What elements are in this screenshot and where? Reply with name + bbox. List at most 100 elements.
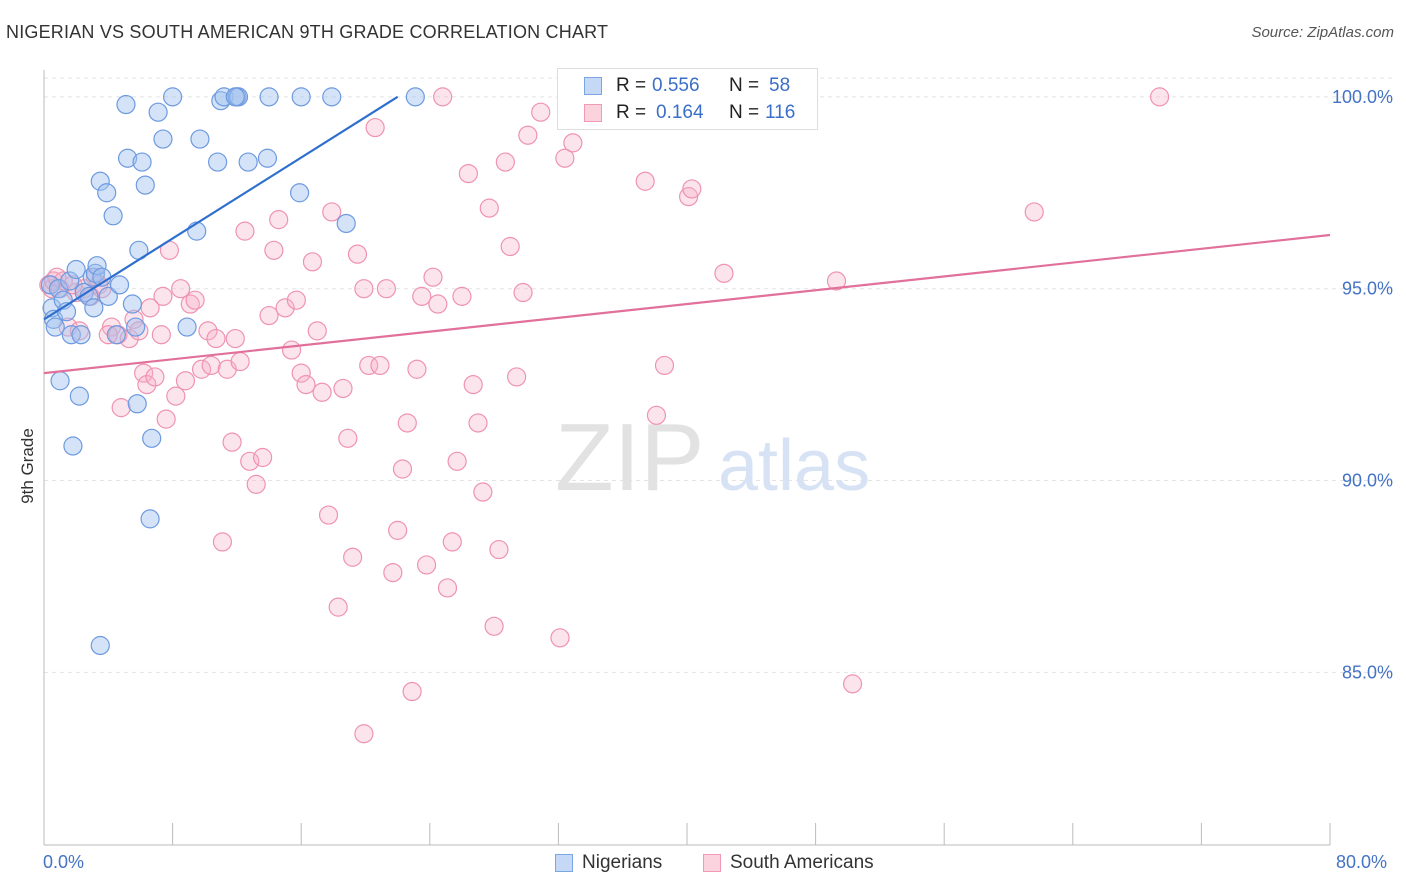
- south-americans-point: [134, 363, 154, 383]
- nigerians-trend-line: [43, 95, 399, 321]
- south-americans-point: [518, 125, 538, 145]
- nigerians-point: [45, 317, 65, 337]
- source-label: Source: ZipAtlas.com: [1251, 24, 1394, 41]
- nigerians-point: [132, 152, 152, 172]
- south-americans-point: [296, 375, 316, 395]
- south-americans-point: [137, 375, 157, 395]
- south-americans-point: [222, 432, 242, 452]
- legend-label-south-americans: South Americans: [730, 852, 874, 873]
- nigerians-point: [103, 206, 123, 226]
- south-americans-point: [206, 328, 226, 349]
- nigerians-point: [238, 152, 258, 172]
- south-americans-point: [153, 286, 173, 306]
- nigerians-point: [148, 102, 168, 122]
- nigerians-point: [405, 87, 425, 107]
- nigerians-point: [117, 148, 138, 168]
- south-americans-trend-line: [43, 233, 1331, 375]
- south-americans-point: [302, 252, 323, 272]
- south-americans-point: [111, 398, 131, 418]
- south-americans-point: [359, 355, 379, 376]
- south-americans-point: [447, 451, 467, 471]
- south-americans-point: [484, 616, 504, 636]
- legend-n-label: N =: [729, 75, 760, 96]
- nigerians-point: [71, 325, 91, 345]
- x-tick-label-max: 80.0%: [1336, 852, 1388, 872]
- legend-item-nigerians[interactable]: Nigerians: [555, 852, 662, 874]
- nigerians-point: [126, 317, 146, 337]
- south-americans-point: [119, 328, 139, 349]
- nigerians-point: [322, 87, 342, 107]
- south-americans-point: [281, 340, 302, 360]
- south-americans-point: [322, 202, 342, 222]
- y-tick-label: 90.0%: [1342, 471, 1393, 491]
- legend-r-label: R =: [616, 75, 647, 96]
- nigerians-point: [140, 509, 160, 529]
- south-americans-point: [246, 474, 266, 494]
- south-americans-point: [354, 279, 374, 299]
- stats-legend: R = 0.556 N = 58 R = 0.164 N = 116: [557, 68, 818, 130]
- south-americans-point: [635, 171, 655, 191]
- south-americans-point: [240, 451, 260, 471]
- south-americans-point: [550, 628, 570, 648]
- y-tick-label: 85.0%: [1342, 662, 1393, 682]
- nigerians-point: [142, 428, 162, 448]
- south-americans-point: [531, 102, 551, 122]
- legend-label-nigerians: Nigerians: [582, 852, 663, 873]
- south-americans-point: [500, 236, 520, 257]
- south-americans-point: [479, 198, 499, 218]
- nigerians-point: [135, 175, 155, 195]
- nigerians-point: [190, 129, 210, 149]
- legend-n-value-nigerians: 58: [769, 75, 791, 96]
- south-americans-point: [383, 562, 403, 583]
- south-americans-point: [286, 290, 306, 310]
- south-americans-point: [328, 597, 348, 617]
- south-americans-point: [397, 413, 417, 433]
- south-americans-point: [452, 286, 472, 306]
- south-americans-point: [682, 179, 702, 199]
- south-americans-point: [259, 305, 279, 326]
- nigerians-point: [66, 259, 86, 280]
- south-americans-point: [291, 363, 311, 383]
- south-americans-point: [318, 505, 339, 525]
- nigerians-points: [40, 87, 425, 656]
- south-americans-point: [191, 359, 212, 379]
- south-americans-point: [198, 321, 218, 341]
- south-americans-point: [433, 87, 453, 107]
- nigerians-point: [208, 152, 228, 172]
- south-americans-points: [39, 87, 1170, 744]
- south-americans-point: [151, 325, 171, 345]
- legend-item-south-americans[interactable]: South Americans: [703, 852, 874, 874]
- y-tick-labels: 85.0% 90.0% 95.0% 100.0%: [1332, 87, 1393, 682]
- south-americans-point: [201, 355, 221, 376]
- south-americans-point: [347, 244, 368, 264]
- south-americans-point: [388, 520, 408, 540]
- south-americans-point: [646, 405, 667, 425]
- watermark-atlas: atlas: [718, 426, 870, 506]
- south-americans-point: [437, 578, 458, 598]
- south-americans-point: [370, 355, 390, 376]
- south-americans-point: [714, 263, 734, 283]
- nigerians-point: [177, 317, 197, 337]
- south-americans-point: [365, 117, 385, 138]
- series-legend: Nigerians South Americans: [0, 852, 1406, 876]
- nigerians-point: [61, 325, 81, 345]
- x-tick-label-min: 0.0%: [43, 852, 85, 872]
- south-americans-point: [442, 532, 462, 552]
- south-americans-point: [171, 279, 191, 299]
- nigerians-point: [163, 87, 183, 107]
- nigerians-point: [90, 171, 110, 191]
- watermark-zip: ZIP: [555, 404, 704, 511]
- nigerians-point: [50, 371, 70, 391]
- south-americans-point: [185, 290, 205, 310]
- south-americans-point: [275, 298, 295, 318]
- y-tick-label: 100.0%: [1332, 87, 1393, 107]
- y-tick-label: 95.0%: [1342, 279, 1393, 299]
- nigerians-point: [69, 386, 89, 406]
- y-axis-label: 9th Grade: [18, 428, 37, 504]
- nigerians-point: [225, 87, 245, 107]
- south-americans-point: [495, 152, 515, 172]
- south-americans-point: [212, 532, 233, 552]
- south-americans-point: [175, 371, 196, 391]
- south-americans-point: [842, 674, 863, 694]
- nigerians-point: [48, 279, 69, 299]
